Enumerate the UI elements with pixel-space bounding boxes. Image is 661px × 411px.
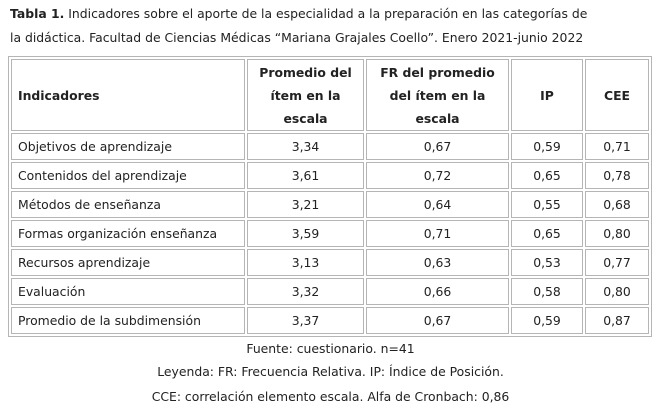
value-cell: 0,67: [366, 133, 509, 160]
value-cell: 3,21: [247, 191, 364, 218]
value-cell: 0,53: [511, 249, 583, 276]
value-cell: 0,65: [511, 220, 583, 247]
value-cell: 0,55: [511, 191, 583, 218]
header-indicadores: Indicadores: [11, 59, 245, 131]
indicator-cell: Promedio de la subdimensión: [11, 307, 245, 334]
header-fr: FR del promedio del ítem en la escala: [366, 59, 509, 131]
value-cell: 3,37: [247, 307, 364, 334]
caption-line2: la didáctica. Facultad de Ciencias Médic…: [10, 30, 584, 45]
value-cell: 3,61: [247, 162, 364, 189]
value-cell: 0,72: [366, 162, 509, 189]
header-row: Indicadores Promedio del ítem en la esca…: [11, 59, 649, 131]
value-cell: 0,68: [585, 191, 649, 218]
table-caption: Tabla 1. Indicadores sobre el aporte de …: [10, 2, 650, 50]
footer-source: Fuente: cuestionario. n=41: [246, 341, 415, 356]
value-cell: 0,80: [585, 220, 649, 247]
header-promedio: Promedio del ítem en la escala: [247, 59, 364, 131]
indicator-cell: Recursos aprendizaje: [11, 249, 245, 276]
value-cell: 0,71: [585, 133, 649, 160]
value-cell: 3,34: [247, 133, 364, 160]
table-row: Promedio de la subdimensión 3,37 0,67 0,59 0…: [11, 307, 649, 334]
footer-legend-2: CCE: correlación elemento escala. Alfa d…: [151, 389, 510, 404]
value-cell: 0,71: [366, 220, 509, 247]
value-cell: 0,87: [585, 307, 649, 334]
value-cell: 0,59: [511, 133, 583, 160]
value-cell: 0,58: [511, 278, 583, 305]
table-row: Formas organización enseñanza 3,59 0,71 0,6…: [11, 220, 649, 247]
caption-label: Tabla 1.: [10, 6, 65, 21]
header-cee: CEE: [585, 59, 649, 131]
table-row: Contenidos del aprendizaje 3,61 0,72 0,65 0,…: [11, 162, 649, 189]
indicator-cell: Contenidos del aprendizaje: [11, 162, 245, 189]
value-cell: 0,66: [366, 278, 509, 305]
footer-legend-1: Leyenda: FR: Frecuencia Relativa. IP: Ín…: [157, 364, 504, 379]
indicator-cell: Evaluación: [11, 278, 245, 305]
value-cell: 0,77: [585, 249, 649, 276]
indicator-cell: Métodos de enseñanza: [11, 191, 245, 218]
caption-line1: Indicadores sobre el aporte de la especi…: [64, 6, 588, 21]
value-cell: 0,78: [585, 162, 649, 189]
indicator-cell: Objetivos de aprendizaje: [11, 133, 245, 160]
header-ip: IP: [511, 59, 583, 131]
indicator-cell: Formas organización enseñanza: [11, 220, 245, 247]
value-cell: 3,13: [247, 249, 364, 276]
indicators-table: Indicadores Promedio del ítem en la esca…: [8, 56, 652, 337]
value-cell: 0,63: [366, 249, 509, 276]
value-cell: 3,32: [247, 278, 364, 305]
value-cell: 0,65: [511, 162, 583, 189]
value-cell: 0,64: [366, 191, 509, 218]
value-cell: 0,59: [511, 307, 583, 334]
value-cell: 0,67: [366, 307, 509, 334]
table-row: Objetivos de aprendizaje 3,34 0,67 0,59 0,71: [11, 133, 649, 160]
value-cell: 0,80: [585, 278, 649, 305]
table-row: Recursos aprendizaje 3,13 0,63 0,53 0,77: [11, 249, 649, 276]
table-row: Evaluación 3,32 0,66 0,58 0,80: [11, 278, 649, 305]
value-cell: 3,59: [247, 220, 364, 247]
table-row: Métodos de enseñanza 3,21 0,64 0,55 0,68: [11, 191, 649, 218]
